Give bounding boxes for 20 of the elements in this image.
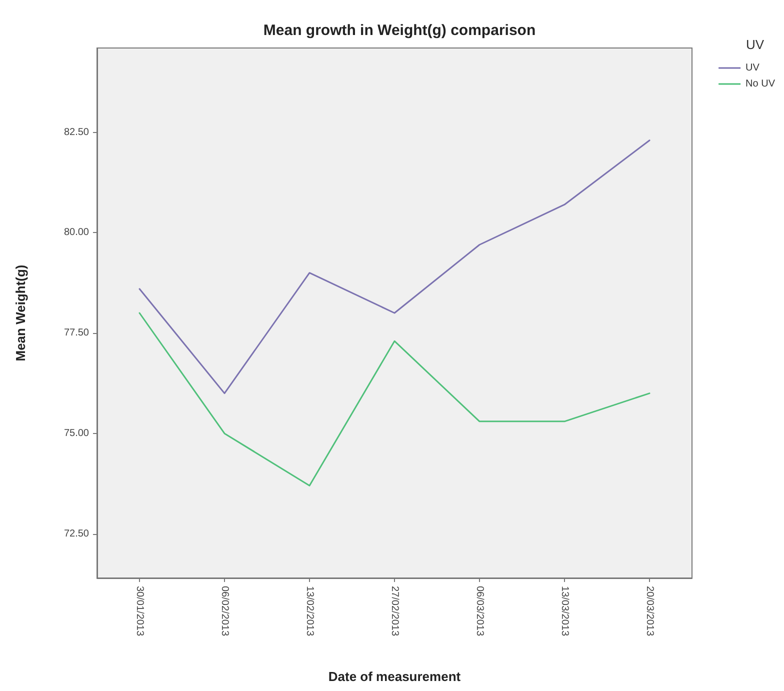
y-tick-label: 72.50: [64, 528, 90, 540]
x-tick-label: 06/03/2013: [474, 586, 485, 636]
line-series: [138, 140, 650, 394]
line-series: [138, 312, 650, 486]
legend-label: No UV: [746, 78, 776, 90]
y-axis-title: Mean Weight(g): [13, 264, 28, 362]
x-tick-label: 06/02/2013: [219, 586, 230, 636]
x-axis-title: Date of measurement: [328, 669, 462, 684]
y-tick-label: 80.00: [64, 227, 90, 238]
x-tick-label: 20/03/2013: [644, 586, 655, 636]
legend-label: UV: [746, 62, 760, 74]
chart-title: Mean growth in Weight(g) comparison: [263, 22, 536, 39]
y-tick-label: 77.50: [64, 328, 90, 339]
legend-title: UV: [746, 37, 764, 52]
x-tick-label: 13/03/2013: [559, 586, 570, 636]
y-tick-label: 82.50: [64, 126, 90, 138]
x-tick-label: 13/02/2013: [304, 586, 315, 636]
x-tick-label: 30/01/2013: [134, 586, 145, 636]
x-tick-label: 27/02/2013: [389, 586, 400, 636]
y-tick-label: 75.00: [64, 428, 90, 439]
